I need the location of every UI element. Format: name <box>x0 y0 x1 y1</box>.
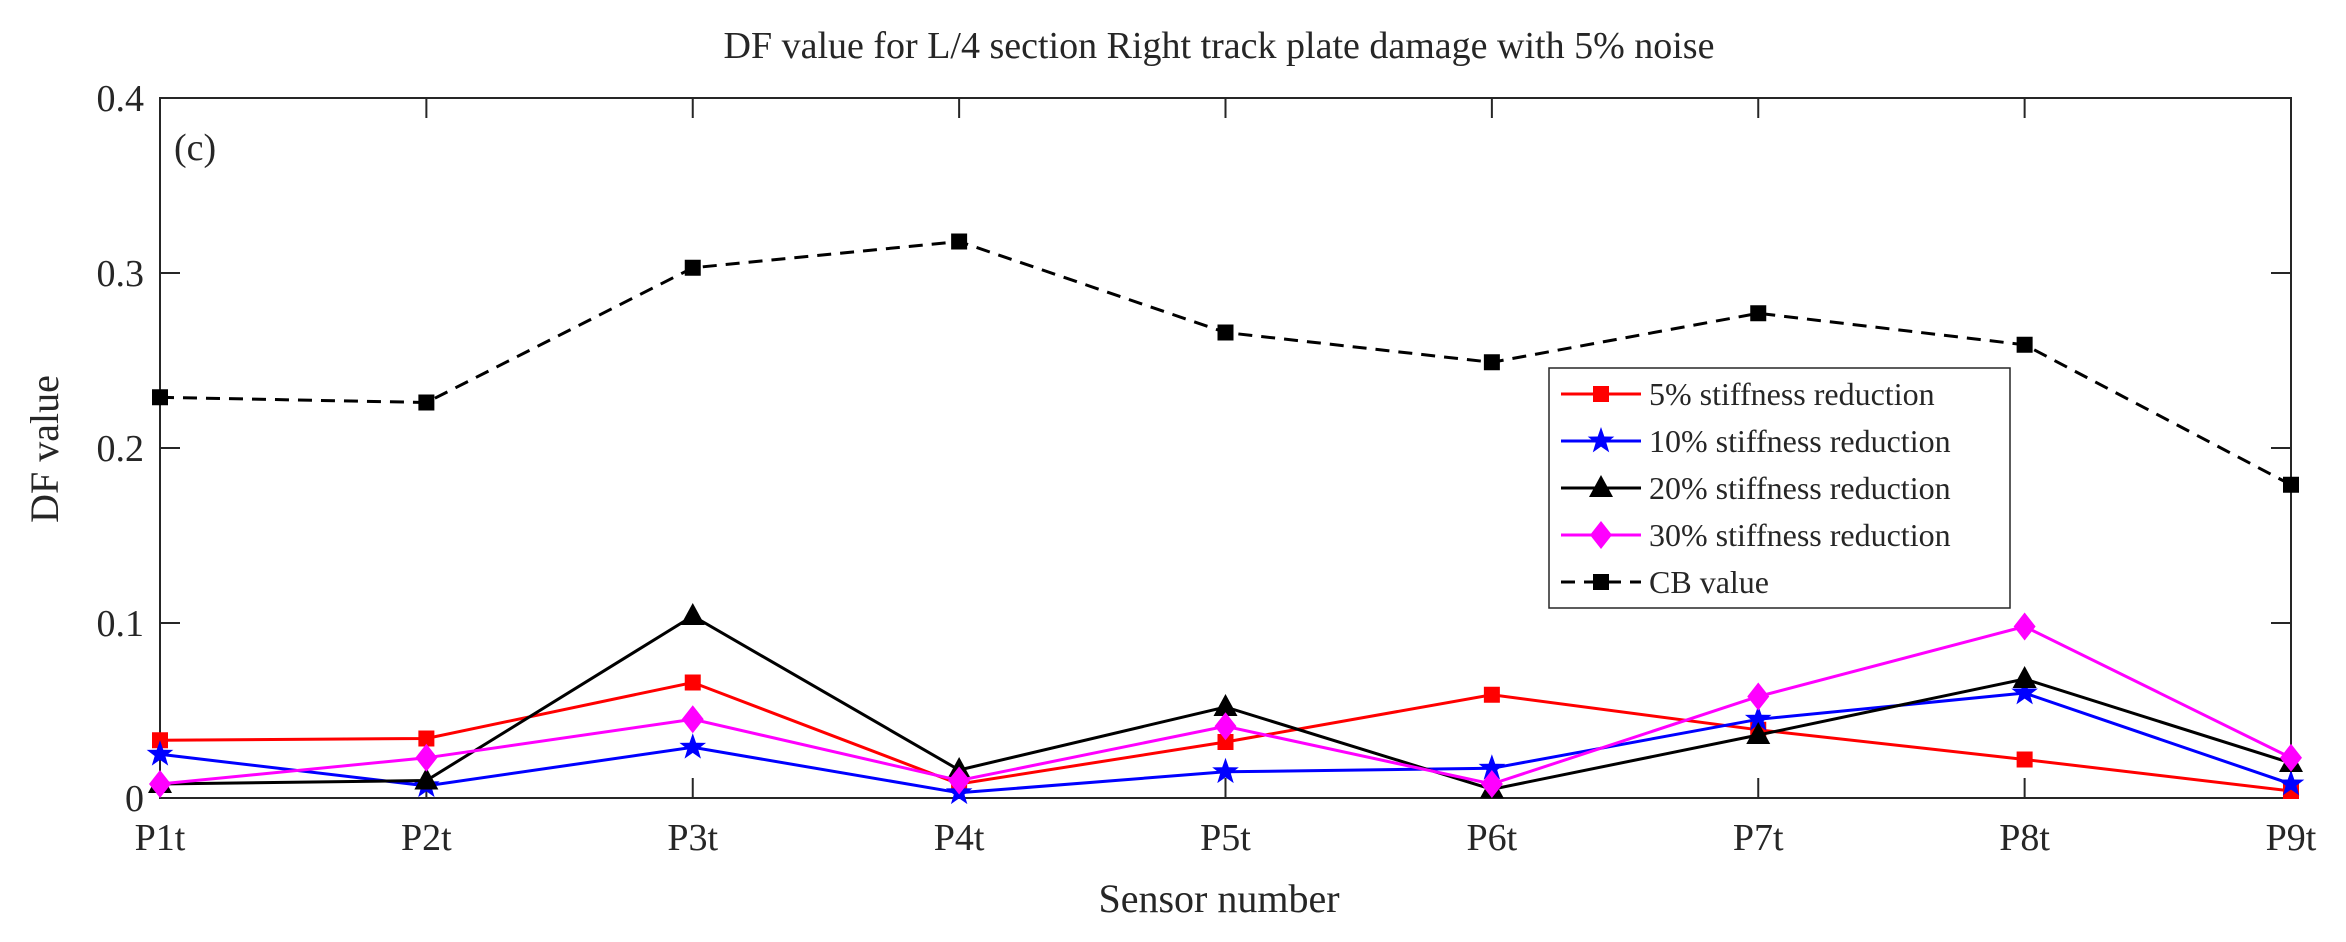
series-4-point <box>1214 712 1237 741</box>
series-1-point <box>684 674 701 691</box>
series-2-point <box>1212 757 1239 784</box>
series-5-point <box>951 233 968 250</box>
legend: 5% stiffness reduction 10% stiffness redu… <box>1548 367 2011 609</box>
series-4-point <box>1480 770 1503 798</box>
x-tick-label: P9t <box>2266 817 2317 859</box>
series-5-point <box>1217 324 1234 341</box>
legend-marker <box>1593 386 1609 402</box>
series-2-point <box>2011 679 2038 705</box>
series-1-point <box>418 730 435 747</box>
series-3-point <box>1213 694 1238 716</box>
series-4-point <box>2013 612 2036 641</box>
series-5-point <box>418 394 435 411</box>
series-5-point <box>1750 305 1767 322</box>
x-tick-label: P2t <box>401 817 452 859</box>
y-axis-label: DF value <box>22 375 67 523</box>
x-tick-label: P6t <box>1467 817 1518 859</box>
legend-marker <box>1593 574 1609 590</box>
x-tick-label: P4t <box>934 817 985 859</box>
legend-label: 5% stiffness reduction <box>1649 376 1935 412</box>
legend-label: CB value <box>1649 564 1769 600</box>
series-1-point <box>1217 734 1234 750</box>
legend-label: 10% stiffness reduction <box>1649 423 1951 459</box>
series-5 <box>152 233 2299 493</box>
series-4 <box>149 612 2302 798</box>
series-4-point <box>681 705 704 734</box>
series-2-point <box>679 733 707 759</box>
series-4-point <box>1747 682 1770 711</box>
series-3-point <box>414 767 439 790</box>
x-axis-label: Sensor number <box>1098 876 1339 921</box>
series-4-point <box>2280 743 2302 772</box>
series-5-point <box>2016 336 2033 353</box>
x-tick-label: P8t <box>1999 817 2050 859</box>
x-tick-label: P3t <box>667 817 718 859</box>
legend-marker <box>1590 521 1612 549</box>
series-2-point <box>146 740 174 766</box>
series-2-point <box>1744 705 1772 731</box>
legend-marker <box>1587 427 1615 453</box>
legend-label: 30% stiffness reduction <box>1649 517 1951 553</box>
series-4-point <box>948 766 971 795</box>
y-tick-label: 0.1 <box>97 603 145 645</box>
series-2-point <box>2277 770 2305 796</box>
series-5-point <box>2283 476 2299 493</box>
series-4-point <box>149 770 171 798</box>
series-4-point <box>415 743 438 772</box>
x-tick-label: P5t <box>1200 817 1251 859</box>
series-1-point <box>2016 751 2033 768</box>
panel-label: (c) <box>174 127 216 169</box>
series-5-point <box>1483 354 1500 371</box>
y-tick-label: 0.4 <box>97 78 145 120</box>
legend-marker <box>1589 475 1613 497</box>
x-tick-label: P7t <box>1733 817 1784 859</box>
plot-area: 0 0.1 0.2 0.3 0.4 P1t P2t P3t P4t P5t P6t P7t P8t P9t <box>97 78 2317 859</box>
series-3-point <box>1746 722 1771 744</box>
series-5-point <box>152 389 168 406</box>
series-layer <box>146 233 2305 805</box>
y-tick-label: 0.2 <box>97 428 145 470</box>
y-tick-label: 0 <box>125 778 144 820</box>
series-5-point <box>684 259 701 276</box>
chart-title: DF value for L/4 section Right track pla… <box>724 25 1715 67</box>
series-2-point <box>1478 754 1506 780</box>
series-3-point <box>680 603 705 625</box>
y-tick-label: 0.3 <box>97 253 145 295</box>
series-1-point <box>1483 686 1500 703</box>
series-3-point <box>2012 666 2037 688</box>
legend-label: 20% stiffness reduction <box>1649 470 1951 506</box>
x-tick-label: P1t <box>135 817 186 859</box>
